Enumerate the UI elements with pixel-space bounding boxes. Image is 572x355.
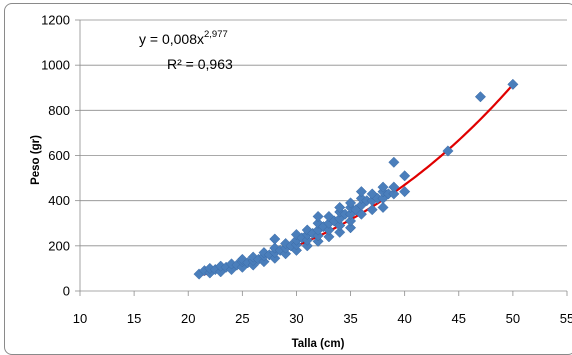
- data-point: [269, 242, 281, 254]
- data-point: [312, 230, 324, 242]
- data-point: [377, 201, 389, 213]
- x-tick-label: 30: [289, 311, 303, 326]
- equation-base: y = 0,008x: [139, 31, 204, 47]
- x-tick-label: 25: [235, 311, 249, 326]
- x-tick-label: 40: [397, 311, 411, 326]
- data-point: [301, 240, 313, 252]
- x-axis-title: Talla (cm): [292, 338, 345, 350]
- x-tick-label: 50: [506, 311, 520, 326]
- data-point: [301, 224, 313, 236]
- data-point: [345, 222, 357, 234]
- power-trendline: [198, 83, 514, 277]
- data-point: [312, 235, 324, 247]
- data-point: [388, 188, 400, 200]
- x-tick-label: 10: [73, 311, 87, 326]
- data-point: [312, 210, 324, 223]
- data-point: [247, 251, 259, 263]
- y-tick-label: 600: [48, 148, 70, 163]
- y-tick-label: 800: [48, 103, 70, 118]
- y-tick-label: 1000: [41, 58, 70, 73]
- x-tick-label: 35: [343, 311, 357, 326]
- data-point: [507, 78, 519, 90]
- trendline-equation: y = 0,008x2,977: [139, 29, 228, 47]
- y-tick-label: 400: [48, 193, 70, 208]
- data-point: [323, 231, 335, 243]
- x-tick-label: 55: [560, 311, 572, 326]
- data-point: [377, 181, 389, 193]
- data-point: [301, 234, 313, 246]
- data-point: [366, 204, 378, 216]
- equation-exponent: 2,977: [204, 29, 228, 40]
- data-point: [334, 219, 346, 232]
- data-point: [290, 244, 302, 256]
- chart-frame: [4, 3, 572, 355]
- data-point: [388, 181, 400, 193]
- x-tick-label: 20: [181, 311, 195, 326]
- y-tick-label: 200: [48, 238, 70, 253]
- data-point: [355, 186, 367, 198]
- data-point: [323, 224, 335, 236]
- data-point: [442, 145, 454, 157]
- data-point: [399, 186, 411, 198]
- data-point: [355, 208, 367, 220]
- data-point: [388, 156, 400, 168]
- axes: 0 200 400 600 800 1000 1200 10 15 20 25 30 35 40 45 50 5…: [41, 13, 572, 327]
- data-point: [334, 226, 346, 238]
- data-points: [193, 78, 519, 280]
- data-point: [474, 91, 486, 103]
- y-axis-title: Peso (gr): [30, 135, 42, 185]
- data-point: [345, 197, 357, 209]
- data-point: [269, 233, 281, 245]
- data-point: [269, 252, 281, 264]
- data-point: [334, 201, 346, 213]
- data-point: [258, 256, 270, 268]
- data-point: [280, 248, 292, 260]
- x-tick-label: 45: [452, 311, 466, 326]
- y-tick-label: 0: [63, 284, 70, 299]
- data-point: [312, 217, 324, 229]
- data-point: [399, 170, 411, 182]
- r-squared-label: R² = 0,963: [167, 56, 233, 72]
- data-point: [366, 188, 378, 200]
- gridlines: [80, 19, 567, 247]
- trendline-layer: [198, 83, 514, 277]
- data-point: [345, 215, 357, 227]
- y-tick-label: 1200: [41, 13, 70, 28]
- x-tick-label: 15: [127, 311, 141, 326]
